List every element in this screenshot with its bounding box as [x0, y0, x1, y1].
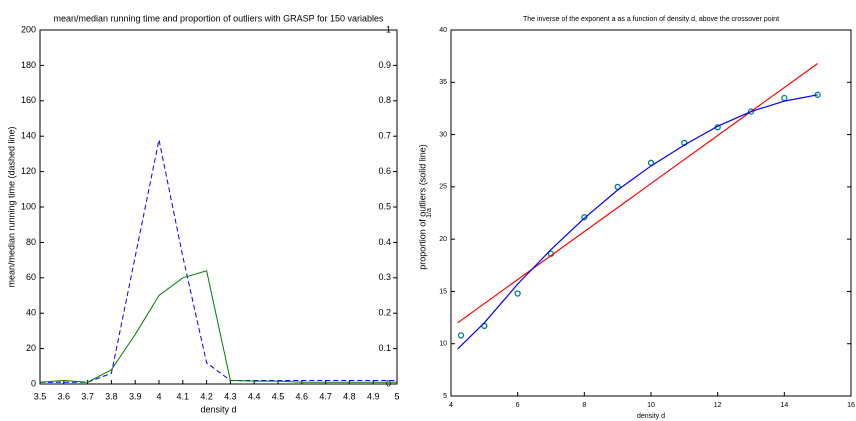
y2-tick-label: 0.4: [378, 237, 391, 247]
data-point: [747, 108, 755, 115]
x-tick-label: 16: [847, 402, 855, 409]
x-tick-label: 5: [394, 391, 399, 401]
y-axis-label: mean/median running time (dashed line): [6, 126, 16, 287]
y-tick-label: 200: [21, 24, 36, 34]
y-tick-label: 100: [21, 201, 36, 211]
x-tick-label: 4.8: [343, 391, 356, 401]
y2-tick-label: 0: [386, 378, 391, 388]
y-tick-label: 5: [443, 393, 447, 400]
data-line: [40, 139, 397, 383]
y-axis-label: 1/a: [426, 208, 433, 218]
x-tick-label: 4.2: [200, 391, 213, 401]
y2-tick-label: 0.6: [378, 166, 391, 176]
fit-line: [457, 94, 818, 350]
x-tick-label: 8: [582, 402, 586, 409]
x-tick-label: 14: [780, 402, 788, 409]
y-tick-label: 120: [21, 166, 36, 176]
fit-line: [457, 62, 819, 324]
y2-tick-label: 0.2: [378, 308, 391, 318]
x-tick-label: 4.7: [319, 391, 332, 401]
x-tick-label: 3.9: [129, 391, 142, 401]
y2-tick-label: 0.3: [378, 272, 391, 282]
x-tick-label: 12: [714, 402, 722, 409]
x-tick-label: 4: [449, 402, 453, 409]
y-tick-label: 10: [439, 341, 447, 348]
plot-frame: [450, 29, 852, 397]
y2-tick-label: 1: [386, 24, 391, 34]
y2-axis-label: proportion of outliers (solid line): [417, 144, 427, 270]
y-tick-label: 15: [439, 288, 447, 295]
y2-tick-label: 0.1: [378, 343, 391, 353]
x-tick-label: 4.6: [296, 391, 309, 401]
x-tick-label: 4.4: [248, 391, 261, 401]
y-tick-label: 30: [439, 131, 447, 138]
plot-frame: [39, 29, 398, 385]
y2-tick-label: 0.5: [378, 201, 391, 211]
y-tick-label: 140: [21, 131, 36, 141]
data-point: [581, 214, 588, 221]
x-tick-label: 3.6: [58, 391, 71, 401]
x-tick-label: 10: [647, 402, 655, 409]
y2-tick-label: 0.8: [378, 95, 391, 105]
x-tick-label: 4.5: [272, 391, 285, 401]
x-tick-label: 4.9: [367, 391, 380, 401]
y2-tick-label: 0.9: [378, 60, 391, 70]
y-tick-label: 180: [21, 60, 36, 70]
data-point: [514, 290, 521, 297]
y-tick-label: 0: [31, 378, 36, 388]
y-tick-label: 40: [439, 27, 447, 34]
x-tick-label: 4.1: [177, 391, 190, 401]
data-line: [39, 270, 397, 383]
y-tick-label: 40: [26, 308, 36, 318]
x-axis-label: density d: [637, 413, 665, 420]
y-tick-label: 60: [26, 272, 36, 282]
x-tick-label: 6: [516, 402, 520, 409]
x-tick-label: 4: [156, 391, 161, 401]
y-tick-label: 35: [439, 79, 447, 86]
y-tick-label: 25: [439, 184, 447, 191]
chart-title: The inverse of the exponent a as a funct…: [523, 16, 779, 23]
x-tick-label: 3.7: [81, 391, 94, 401]
x-tick-label: 4.3: [224, 391, 237, 401]
y-tick-label: 80: [26, 237, 36, 247]
y-tick-label: 20: [26, 343, 36, 353]
data-point: [457, 332, 465, 339]
x-tick-label: 3.5: [34, 391, 47, 401]
x-tick-label: 3.8: [105, 391, 118, 401]
y-tick-label: 160: [21, 95, 36, 105]
x-axis-label: density d: [200, 404, 236, 414]
chart-title: mean/median running time and proportion …: [53, 13, 384, 23]
data-point: [781, 94, 788, 102]
y-tick-label: 20: [439, 236, 447, 243]
y2-tick-label: 0.7: [378, 131, 391, 141]
